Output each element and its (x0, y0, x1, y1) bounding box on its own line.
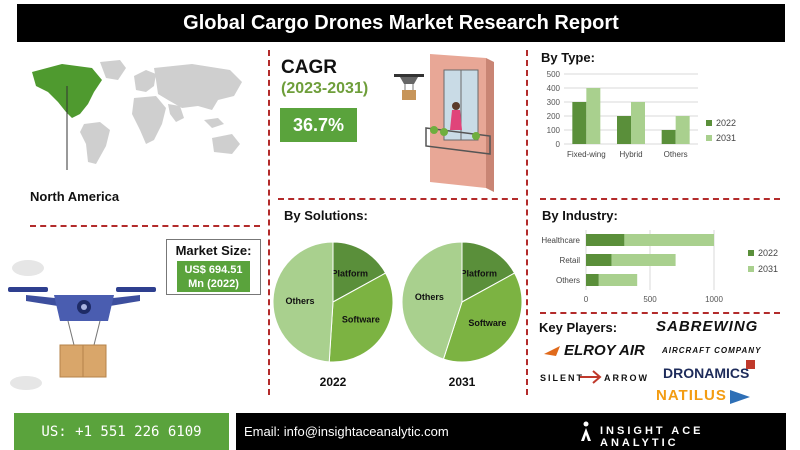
natilus-arrow-icon (730, 390, 750, 404)
bar-2031-healthcare (624, 234, 714, 246)
footer-bar: Email: info@insightaceanalytic.com INSIG… (236, 413, 786, 450)
footer-email[interactable]: Email: info@insightaceanalytic.com (244, 424, 449, 439)
pie-label: Others (415, 292, 444, 302)
pie-slice-software (442, 272, 523, 363)
bar-2031-hybrid (631, 102, 645, 144)
bar-2022-retail (586, 254, 612, 266)
bar-2022-fixed-wing (572, 102, 587, 144)
bar-2031-fixed-wing (586, 88, 601, 144)
divider-center-mid (278, 198, 518, 200)
pie-slice-platform (461, 241, 516, 303)
cargo-drone-illustration (8, 260, 156, 390)
legend-label: 2022 (758, 248, 778, 258)
pie-label: Others (286, 296, 315, 306)
y-tick-label: 400 (547, 84, 561, 93)
y-tick-label: 300 (547, 98, 561, 107)
x-tick-label: 1000 (705, 295, 723, 304)
footer-phone: US: +1 551 226 6109 (14, 413, 229, 450)
pie-slice-software (328, 272, 394, 363)
world-map (32, 60, 242, 170)
dronamics-logo: DRONAMICS (663, 365, 750, 381)
divider-left (268, 50, 270, 395)
by-type-title: By Type: (541, 50, 595, 65)
y-tick-label: 200 (547, 112, 561, 121)
divider-right-mid (540, 198, 780, 200)
pie-slice-others (272, 241, 334, 363)
y-tick-label: Retail (560, 256, 581, 265)
pie-slice-others (401, 241, 463, 360)
by-industry-title: By Industry: (542, 208, 618, 223)
balcony-delivery-illustration (394, 54, 494, 192)
sabrewing-logo: SABREWING (656, 318, 759, 335)
divider-right-lower (540, 312, 780, 314)
bar-2031-others (598, 274, 638, 286)
cagr-period: (2023-2031) (281, 80, 369, 97)
report-title: Global Cargo Drones Market Research Repo… (17, 4, 785, 42)
y-tick-label: Healthcare (541, 236, 580, 245)
pie-label: Platform (461, 269, 498, 279)
bar-2022-others (661, 130, 676, 144)
dronamics-badge-icon (746, 360, 755, 369)
legend-label: 2022 (716, 118, 736, 128)
y-tick-label: 0 (556, 140, 561, 149)
divider-left-mid (30, 225, 260, 227)
legend-label: 2031 (758, 264, 778, 274)
pie-label: Software (342, 315, 380, 325)
legend-swatch (706, 135, 712, 141)
x-tick-label: Fixed-wing (567, 150, 606, 159)
x-tick-label: 500 (643, 295, 657, 304)
x-tick-label: Others (664, 150, 688, 159)
silent-arrow-logo-part2: ARROW (604, 373, 649, 383)
key-players-title: Key Players: (539, 320, 618, 335)
silent-arrow-icon (580, 370, 602, 384)
bar-2031-others (675, 116, 690, 144)
pie-year-label: 2022 (320, 375, 347, 389)
legend-swatch (748, 266, 754, 272)
divider-right (526, 50, 528, 395)
cagr-value: 36.7% (280, 108, 357, 142)
y-tick-label: 500 (547, 70, 561, 79)
market-size-value-line1: US$ 694.51 (184, 264, 243, 276)
by-industry-chart: 0 500 1000 Healthcare Retail Others 2022 2031 (541, 230, 778, 304)
market-size-title: Market Size: (175, 243, 252, 258)
natilus-logo: NATILUS (656, 387, 727, 404)
by-type-chart: 0 100 200 300 400 500 Fixed-wing Hybrid Others 20… (547, 70, 736, 159)
legend-swatch (748, 250, 754, 256)
market-size-value: US$ 694.51 Mn (2022) (177, 261, 250, 292)
market-size-value-line2: Mn (2022) (188, 278, 239, 290)
brand-icon (581, 421, 591, 441)
x-tick-label: 0 (584, 295, 589, 304)
market-size-box: Market Size: US$ 694.51 Mn (2022) (166, 239, 261, 295)
cagr-title: CAGR (281, 57, 337, 78)
x-tick-label: Hybrid (619, 150, 642, 159)
legend-swatch (706, 120, 712, 126)
bar-2022-others (586, 274, 599, 286)
by-solutions-charts: Platform Software Others 2022 Platform Softwa… (272, 241, 523, 389)
pie-year-label: 2031 (449, 375, 476, 389)
y-tick-label: Others (556, 276, 580, 285)
region-label: North America (30, 189, 120, 204)
footer-brand: INSIGHT ACE ANALYTIC (600, 425, 704, 449)
silent-arrow-logo-part1: SILENT (540, 373, 585, 383)
pie-label: Software (468, 318, 506, 328)
elroy-air-icon (544, 346, 560, 356)
pie-slice-platform (332, 241, 387, 303)
by-solutions-title: By Solutions: (284, 208, 368, 223)
elroy-air-logo: ELROY AIR (564, 342, 645, 359)
y-tick-label: 100 (547, 126, 561, 135)
pie-label: Platform (332, 269, 369, 279)
bar-2022-hybrid (617, 116, 631, 144)
legend-label: 2031 (716, 133, 736, 143)
bar-2031-retail (611, 254, 676, 266)
bar-2022-healthcare (586, 234, 625, 246)
sabrewing-logo-sub: AIRCRAFT COMPANY (662, 346, 762, 355)
